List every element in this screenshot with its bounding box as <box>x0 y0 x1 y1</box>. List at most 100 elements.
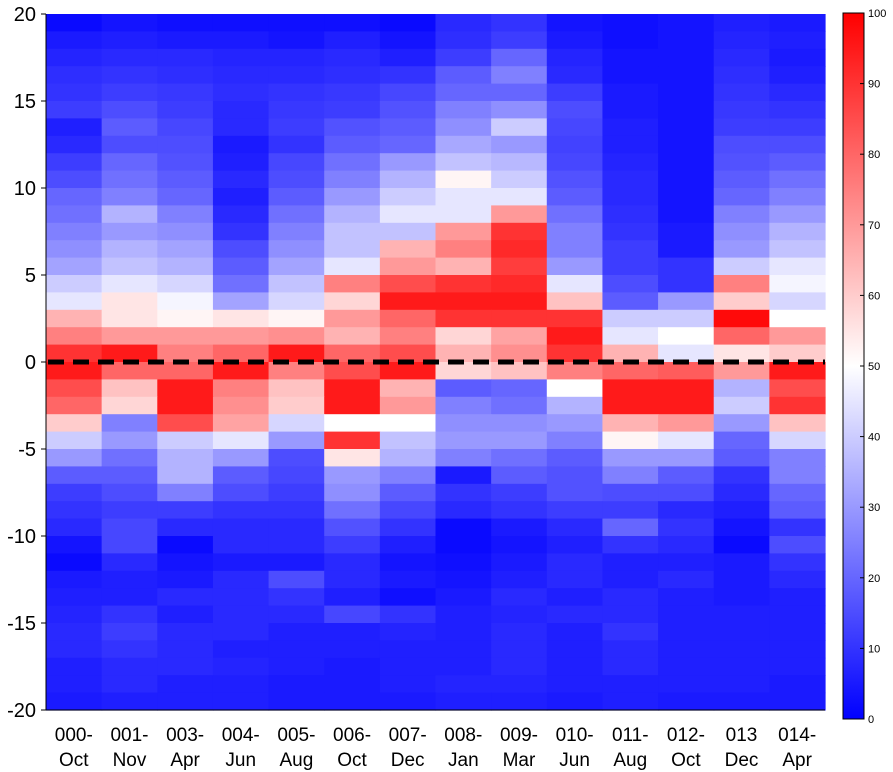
heatmap-cell <box>212 101 270 119</box>
heatmap-cell <box>46 292 103 311</box>
heatmap-cell <box>435 292 492 311</box>
heatmap-cell <box>46 31 103 50</box>
heatmap-cell <box>658 31 715 50</box>
x-tick-label: 014-Apr <box>778 725 816 771</box>
heatmap-cell <box>101 431 158 450</box>
heatmap-cell <box>324 222 381 241</box>
heatmap-cell <box>157 536 214 554</box>
heatmap-cell <box>157 83 214 102</box>
heatmap-cell <box>268 501 325 520</box>
heatmap-cell <box>379 327 437 346</box>
heatmap-cell <box>602 449 659 467</box>
heatmap-cell <box>713 118 770 137</box>
heatmap-cell <box>101 240 158 259</box>
heatmap-cell <box>435 31 492 50</box>
heatmap-cell <box>324 257 381 276</box>
heatmap-cell <box>546 379 604 398</box>
heatmap-cell <box>46 205 103 224</box>
heatmap-cell <box>769 31 826 50</box>
heatmap-cell <box>769 153 826 172</box>
heatmap-cell <box>546 623 604 641</box>
heatmap-cell <box>769 222 826 241</box>
heatmap-cell <box>769 362 826 380</box>
heatmap-cell <box>713 153 770 172</box>
heatmap-cell <box>658 118 715 137</box>
heatmap-cell <box>491 431 548 450</box>
heatmap-cell <box>212 309 270 328</box>
heatmap-cell <box>713 414 770 433</box>
heatmap-cell <box>658 466 715 485</box>
heatmap-cell <box>157 570 214 589</box>
heatmap-cell <box>546 327 604 346</box>
heatmap-cell <box>268 257 325 276</box>
heatmap-cell <box>268 588 325 607</box>
heatmap-cell <box>713 205 770 224</box>
heatmap-cell <box>46 66 103 85</box>
heatmap-cell <box>46 553 103 572</box>
heatmap-cell <box>769 414 826 433</box>
heatmap-cell <box>546 431 604 450</box>
heatmap-cell <box>769 588 826 607</box>
heatmap-cell <box>46 101 103 119</box>
heatmap-cell <box>713 344 770 363</box>
heatmap-cell <box>435 640 492 659</box>
heatmap-cell <box>546 501 604 520</box>
heatmap-cell <box>546 257 604 276</box>
heatmap-cell <box>157 118 214 137</box>
heatmap-cell <box>101 309 158 328</box>
heatmap-cell <box>46 362 103 380</box>
heatmap-cell <box>435 675 492 694</box>
heatmap-cell <box>212 66 270 85</box>
heatmap-cell <box>212 449 270 467</box>
heatmap-cell <box>769 48 826 67</box>
y-tick-label: 0 <box>25 352 36 374</box>
heatmap-cell <box>268 188 325 206</box>
heatmap-cell <box>324 657 381 676</box>
heatmap-cell <box>101 675 158 694</box>
heatmap-cell <box>379 118 437 137</box>
heatmap-cell <box>46 188 103 206</box>
heatmap-cell <box>379 188 437 206</box>
heatmap-cell <box>268 292 325 311</box>
heatmap-cell <box>379 344 437 363</box>
heatmap-cell <box>101 31 158 50</box>
heatmap-cell <box>157 692 214 711</box>
heatmap-cell <box>602 379 659 398</box>
heatmap-cell <box>546 188 604 206</box>
heatmap-cell <box>769 257 826 276</box>
heatmap-cell <box>157 449 214 467</box>
heatmap-cell <box>491 153 548 172</box>
heatmap-cell <box>101 222 158 241</box>
heatmap-cell <box>546 570 604 589</box>
heatmap-cell <box>212 170 270 189</box>
heatmap-cell <box>602 170 659 189</box>
heatmap-cell <box>212 570 270 589</box>
heatmap-cell <box>435 449 492 467</box>
heatmap-cell <box>268 344 325 363</box>
heatmap-cell <box>713 692 770 711</box>
heatmap-cell <box>713 536 770 554</box>
heatmap-cell <box>157 623 214 641</box>
heatmap-cell <box>324 240 381 259</box>
heatmap-cell <box>268 31 325 50</box>
heatmap-cell <box>379 362 437 380</box>
heatmap-cell <box>324 379 381 398</box>
heatmap-cell <box>101 414 158 433</box>
heatmap-cell <box>46 623 103 641</box>
heatmap-cell <box>546 14 604 32</box>
heatmap-cell <box>491 605 548 624</box>
heatmap-cell <box>268 309 325 328</box>
heatmap-cell <box>268 414 325 433</box>
heatmap-cell <box>324 553 381 572</box>
heatmap-cell <box>658 379 715 398</box>
heatmap-cell <box>435 362 492 380</box>
heatmap-cell <box>157 170 214 189</box>
heatmap-cell <box>658 692 715 711</box>
heatmap-cell <box>769 344 826 363</box>
heatmap-cell <box>491 170 548 189</box>
heatmap-cell <box>268 170 325 189</box>
heatmap-cell <box>212 623 270 641</box>
heatmap-cell <box>324 536 381 554</box>
heatmap-cell <box>324 344 381 363</box>
heatmap-cell <box>602 257 659 276</box>
